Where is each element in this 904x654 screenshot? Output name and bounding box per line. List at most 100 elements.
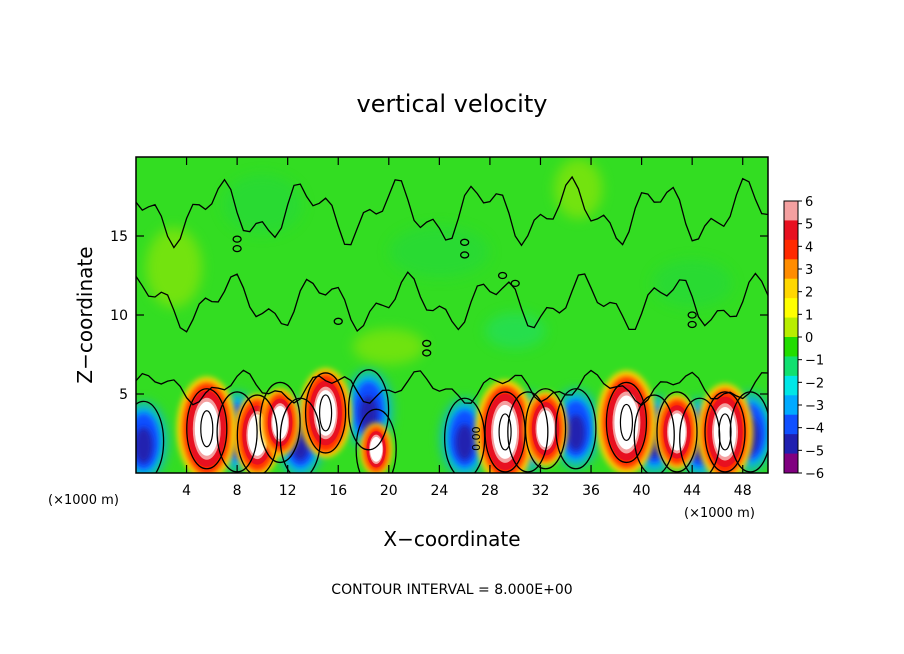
x-tick-label: 44 bbox=[683, 483, 701, 499]
updraft-cell bbox=[299, 368, 352, 458]
y-tick-label: 15 bbox=[110, 229, 128, 245]
x-tick-label: 28 bbox=[481, 483, 499, 499]
updraft-cell bbox=[596, 370, 657, 473]
colorbar-label: 1 bbox=[805, 308, 813, 323]
contour-line bbox=[347, 369, 390, 451]
contour-line bbox=[605, 381, 648, 464]
texture-patch bbox=[222, 174, 303, 235]
colorbar-segment bbox=[784, 239, 798, 260]
contour-lines bbox=[136, 175, 768, 473]
colorbar-label: 6 bbox=[805, 195, 813, 210]
downdraft-cell bbox=[442, 400, 487, 473]
contour-line bbox=[507, 391, 549, 473]
chart-title: vertical velocity bbox=[357, 90, 548, 118]
contour-line bbox=[186, 388, 228, 470]
colorbar-segment bbox=[784, 201, 798, 221]
colorbar-label: −4 bbox=[805, 422, 824, 437]
x-tick-label: 32 bbox=[532, 483, 550, 499]
contour-line bbox=[355, 408, 397, 473]
contour-line bbox=[679, 397, 721, 473]
updraft-cell bbox=[475, 379, 536, 473]
contour-loop bbox=[510, 279, 520, 288]
colorbar-segment bbox=[784, 259, 798, 280]
contour-loop bbox=[333, 317, 343, 325]
texture-patch bbox=[652, 259, 733, 308]
y-tick-label: 5 bbox=[119, 387, 128, 403]
contour-line bbox=[136, 400, 165, 473]
downdraft-cell bbox=[553, 390, 598, 467]
x-tick-label: 20 bbox=[380, 483, 398, 499]
x-tick-label: 40 bbox=[633, 483, 651, 499]
colorbar-label: 4 bbox=[805, 240, 813, 255]
colorbar-segment bbox=[784, 414, 798, 435]
contour-line bbox=[304, 372, 347, 454]
contour-loop bbox=[459, 238, 470, 246]
texture-patch bbox=[145, 227, 202, 308]
contour-interval-note: CONTOUR INTERVAL = 8.000E+00 bbox=[331, 582, 572, 598]
colorbar-segment bbox=[784, 337, 798, 357]
texture-patch bbox=[485, 312, 546, 349]
updraft-cell bbox=[523, 391, 568, 467]
colorbar-label: 3 bbox=[805, 263, 813, 278]
colorbar-segment bbox=[784, 375, 798, 396]
x-tick-label: 12 bbox=[279, 483, 297, 499]
contour-loop bbox=[687, 311, 697, 319]
y-axis-label: Z−coordinate bbox=[73, 246, 97, 383]
contour-line bbox=[136, 369, 768, 407]
colorbar-label: −3 bbox=[805, 399, 824, 414]
contour-loop bbox=[687, 320, 697, 329]
contour-line bbox=[136, 175, 768, 249]
contour-line bbox=[443, 397, 486, 473]
plot-area bbox=[136, 157, 768, 473]
colorbar-segment bbox=[784, 453, 798, 474]
contour-loop bbox=[422, 339, 432, 348]
colorbar-segment bbox=[784, 298, 798, 319]
x-tick-label: 24 bbox=[430, 483, 448, 499]
colorbar-label: −5 bbox=[805, 444, 824, 459]
colorbar-segment bbox=[784, 220, 798, 241]
contour-value-label: 0.00 bbox=[470, 426, 483, 451]
colorbar-segment bbox=[784, 395, 798, 416]
contour-loop bbox=[232, 244, 242, 253]
colorbar-segment bbox=[784, 317, 798, 338]
contour-line bbox=[279, 397, 321, 473]
x-axis-label: X−coordinate bbox=[383, 527, 520, 551]
x-tick-label: 8 bbox=[233, 483, 242, 499]
colorbar-segment bbox=[784, 278, 798, 299]
y-tick-label: 10 bbox=[110, 308, 128, 324]
x-tick-label: 4 bbox=[182, 483, 191, 499]
colorbar-label: 0 bbox=[805, 331, 813, 346]
texture-patch bbox=[389, 225, 490, 278]
colorbar-label: −6 bbox=[805, 467, 824, 482]
x-tick-label: 36 bbox=[582, 483, 600, 499]
texture-patch bbox=[352, 328, 425, 365]
contour-line bbox=[259, 381, 301, 464]
contour-loop bbox=[459, 251, 470, 259]
colorbar-label: 2 bbox=[805, 286, 813, 301]
colorbar-segment bbox=[784, 434, 798, 455]
x-unit-left: (×1000 m) bbox=[48, 493, 119, 508]
colorbar-segment bbox=[784, 356, 798, 377]
x-tick-label: 16 bbox=[329, 483, 347, 499]
contour-loop bbox=[422, 349, 432, 357]
colorbar-label: −2 bbox=[805, 376, 824, 391]
contour-line bbox=[136, 271, 768, 333]
y-axis: 5 10 15 bbox=[110, 229, 768, 403]
colorbar: 6 5 4 3 2 1 0 −1 −2 −3 −4 −5 −6 bbox=[783, 195, 824, 482]
downdraft-cell bbox=[136, 403, 166, 473]
x-tick-label: 48 bbox=[734, 483, 752, 499]
contour-line bbox=[633, 394, 675, 473]
contour-loop bbox=[232, 235, 242, 243]
x-axis: 4 8 12 16 20 24 28 32 36 40 44 48 bbox=[182, 157, 752, 499]
x-unit-right: (×1000 m) bbox=[684, 506, 755, 521]
contour-line bbox=[656, 391, 698, 473]
colorbar-label: −1 bbox=[805, 354, 824, 369]
contour-line bbox=[555, 388, 597, 470]
contour-line bbox=[704, 391, 746, 473]
contour-loop bbox=[497, 271, 508, 280]
contour-line bbox=[524, 388, 567, 470]
contour-line bbox=[729, 391, 768, 473]
contour-line bbox=[236, 394, 278, 473]
colorbar-label: 5 bbox=[805, 218, 813, 233]
